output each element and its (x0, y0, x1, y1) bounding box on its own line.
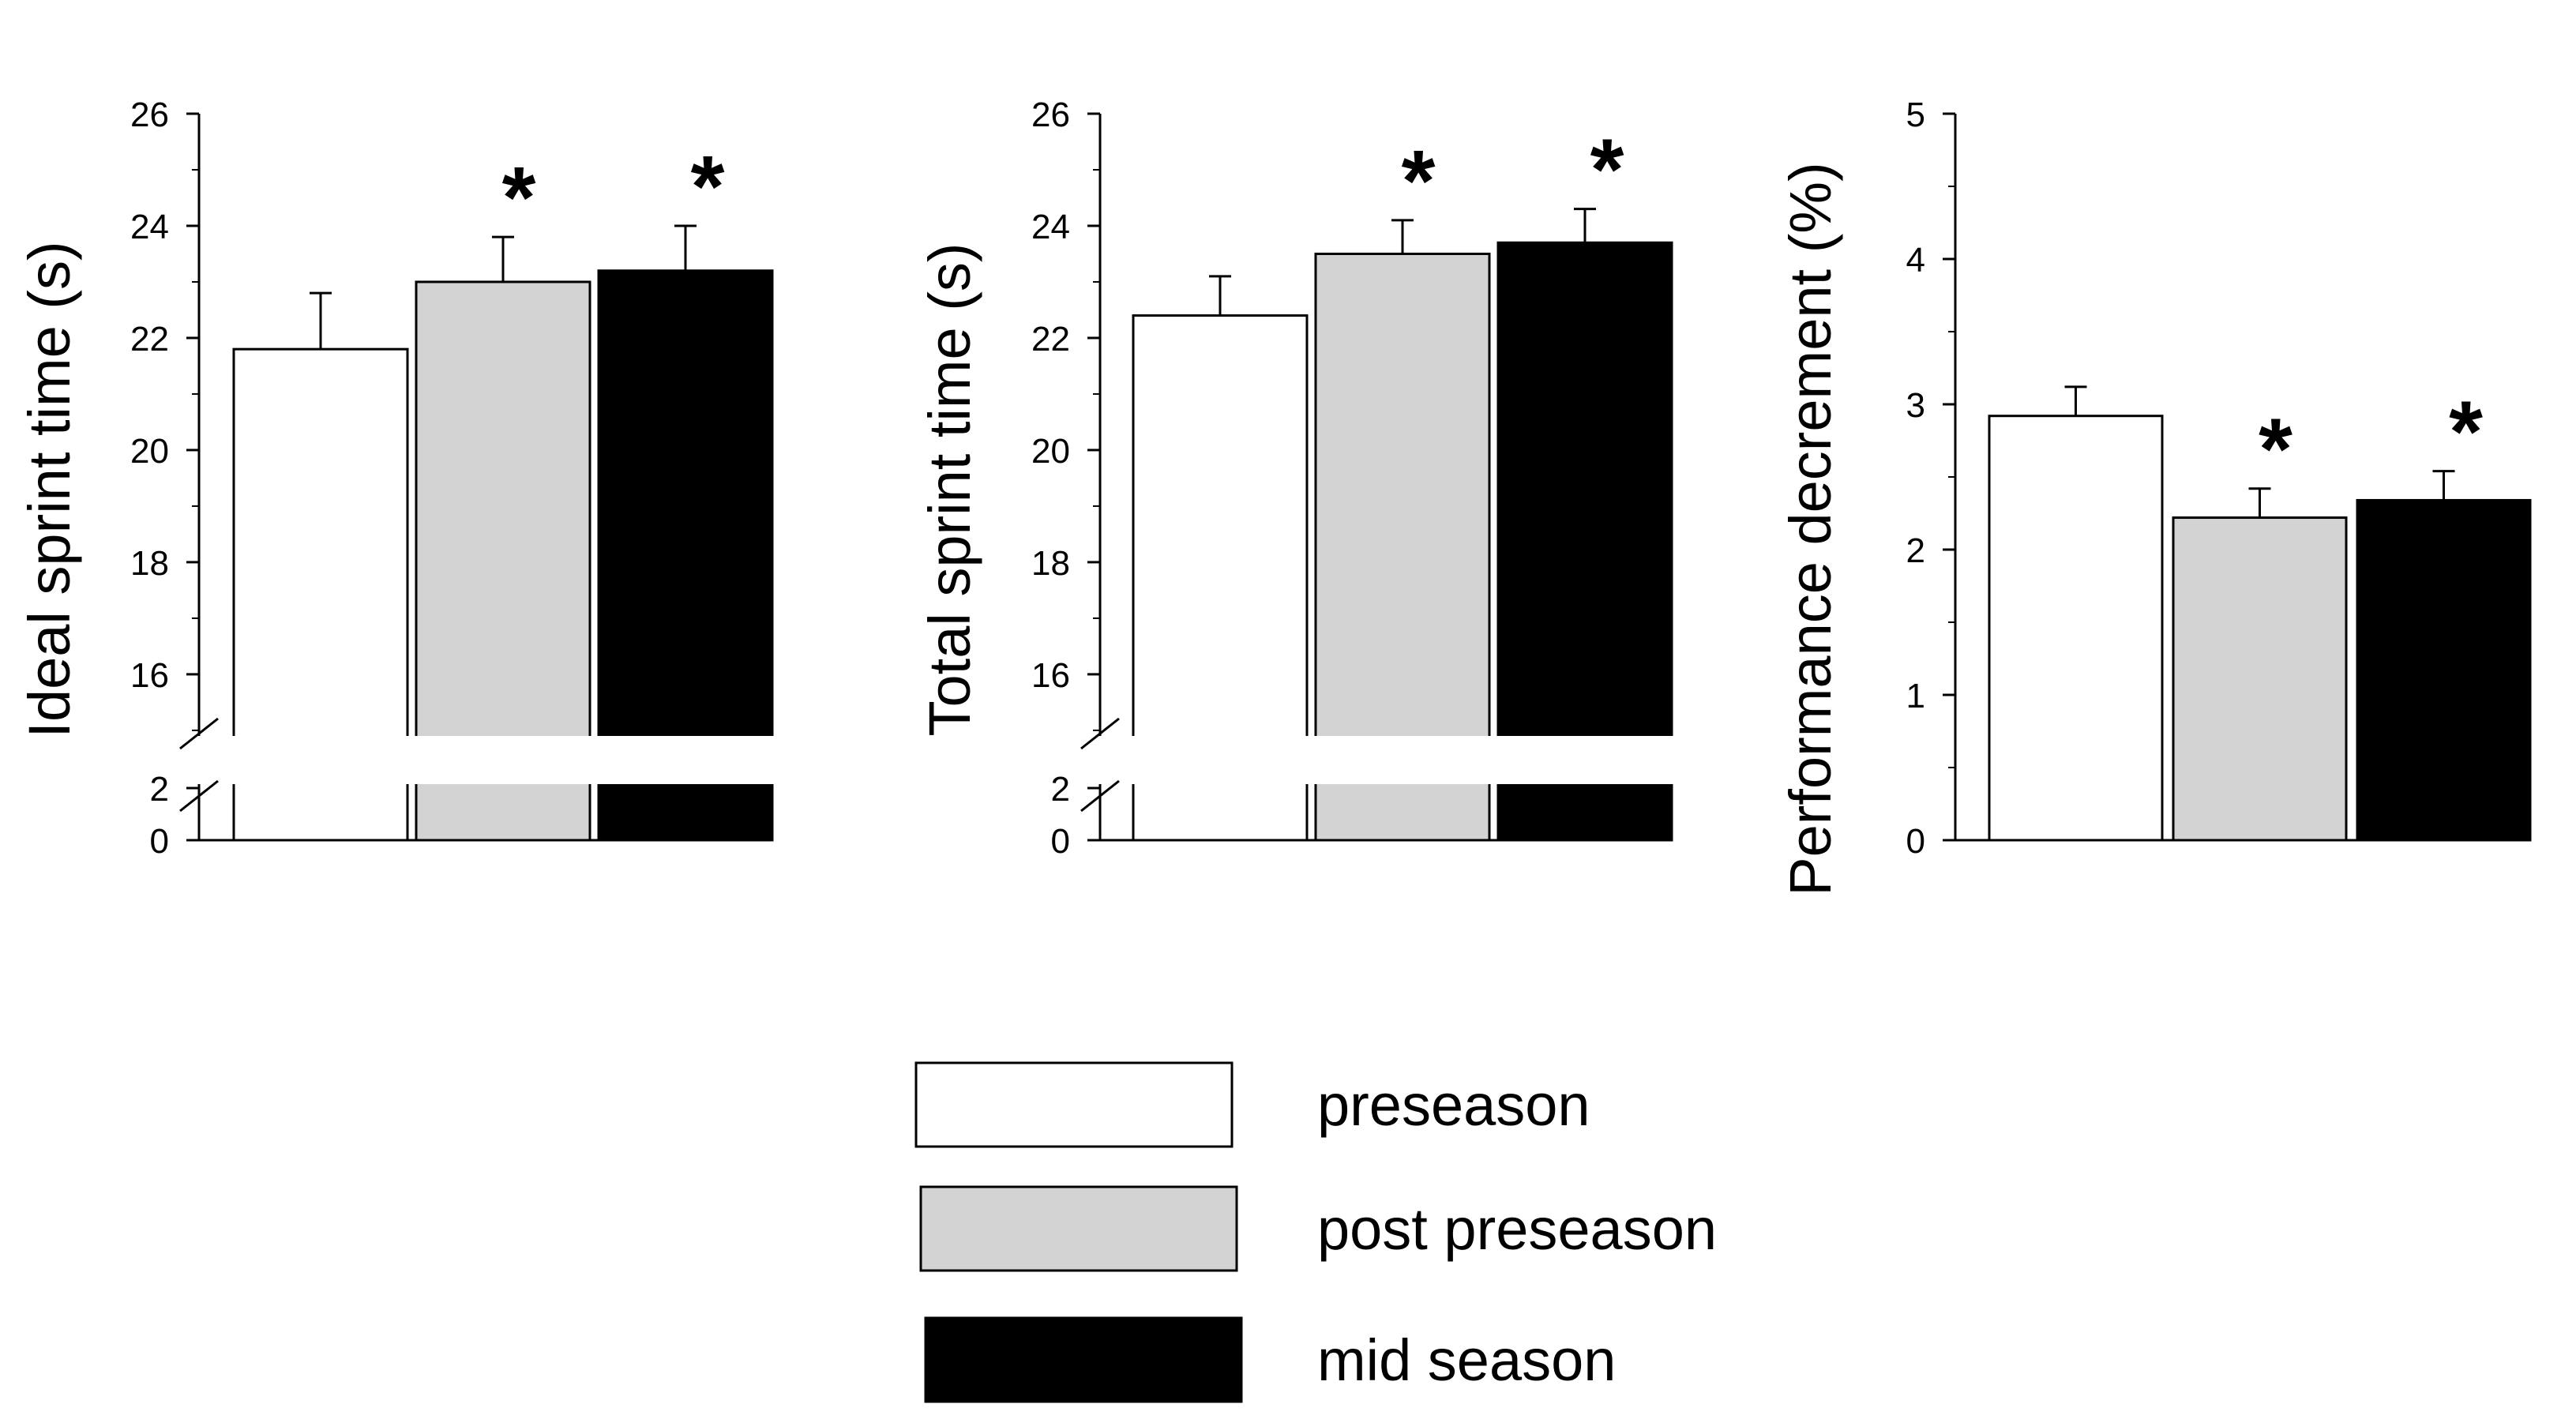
legend-swatch-3 (924, 1316, 1243, 1403)
y-tick-label-5: 26 (1031, 96, 1070, 134)
legend: preseason post preseason mid season (914, 1061, 1717, 1403)
y-tick-label-3: 3 (1906, 386, 1925, 425)
lower-y-tick-label-0: 0 (150, 822, 169, 861)
legend-label-2: post preseason (1317, 1196, 1717, 1262)
lower-y-tick-label-1: 2 (1051, 770, 1070, 809)
lower-y-tick-label-0: 0 (1051, 822, 1070, 861)
axis-break-mark-lower (179, 779, 219, 813)
y-axis-title: Ideal sprint time (s) (17, 241, 82, 738)
significance-marker-2: * (2259, 401, 2292, 498)
legend-swatch-2 (919, 1185, 1238, 1272)
y-tick-label-4: 4 (1906, 241, 1925, 280)
y-tick-label-0: 16 (1031, 656, 1070, 695)
significance-marker-3: * (2449, 384, 2483, 481)
y-tick-label-3: 22 (130, 320, 169, 359)
y-tick-label-2: 20 (130, 432, 169, 471)
axis-break-band (1068, 736, 1688, 784)
bar-3 (2356, 498, 2532, 842)
legend-item-2: post preseason (919, 1185, 1717, 1272)
legend-label-1: preseason (1317, 1072, 1590, 1138)
y-tick-label-4: 24 (130, 208, 169, 246)
axis-break-mark-upper (179, 717, 219, 750)
legend-item-3: mid season (924, 1316, 1616, 1403)
axis-break-band (167, 736, 788, 784)
y-axis-title: Performance decrement (%) (1778, 162, 1843, 895)
legend-label-3: mid season (1317, 1327, 1616, 1393)
y-tick-label-2: 2 (1906, 531, 1925, 570)
y-tick-label-5: 26 (130, 96, 169, 134)
legend-swatch-1 (914, 1061, 1234, 1148)
y-axis-title: Total sprint time (s) (917, 242, 982, 736)
y-tick-label-5: 5 (1906, 96, 1925, 134)
y-tick-label-1: 18 (1031, 544, 1070, 583)
significance-marker-2: * (1402, 133, 1436, 230)
y-tick-label-0: 0 (1906, 822, 1925, 861)
legend-item-1: preseason (914, 1061, 1590, 1148)
y-tick-label-1: 1 (1906, 677, 1925, 715)
y-tick-label-0: 16 (130, 656, 169, 695)
chart-panel-2: * * 16 18 20 22 24 26 0 2 Total sprint time (s) (917, 96, 1688, 861)
significance-marker-3: * (691, 138, 725, 235)
y-tick-label-4: 24 (1031, 208, 1070, 246)
chart-panel-1: * * 16 18 20 22 24 26 0 2 Ideal sprint time (s) (17, 96, 788, 861)
bar-2 (2172, 516, 2348, 842)
axis-break-mark-upper (1080, 717, 1120, 750)
y-tick-label-3: 22 (1031, 320, 1070, 359)
y-tick-label-2: 20 (1031, 432, 1070, 471)
significance-marker-2: * (502, 149, 536, 246)
y-tick-label-1: 18 (130, 544, 169, 583)
axis-break-mark-lower (1080, 779, 1120, 813)
chart-panel-3: * * 0 1 2 3 4 5 Performance decrement (%) (1778, 96, 2532, 896)
lower-y-tick-label-1: 2 (150, 770, 169, 809)
significance-marker-3: * (1590, 122, 1624, 219)
bar-1 (1988, 415, 2164, 842)
